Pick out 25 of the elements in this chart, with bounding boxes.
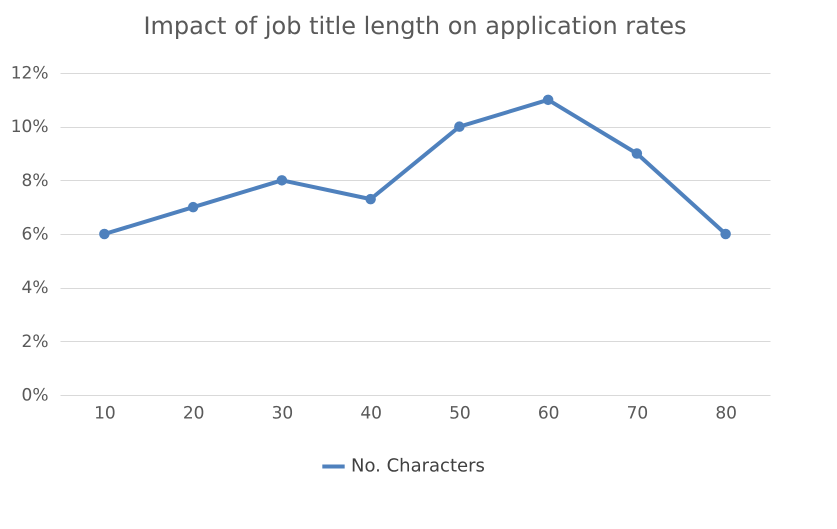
y-tick-label: 0% [22,386,48,406]
y-tick-label: 6% [22,224,48,244]
point [454,121,465,132]
point [188,202,198,212]
y-tick-label: 4% [22,278,48,298]
legend-label: No. Characters [351,456,485,476]
x-tick-label: 30 [272,404,294,424]
x-tick-label: 80 [715,404,737,424]
x-tick-label: 10 [94,404,116,424]
point [632,148,642,159]
point [542,94,554,106]
point [276,175,288,186]
y-tick-label: 8% [22,170,48,191]
point [720,228,731,240]
x-tick-label: 40 [360,404,382,424]
x-tick-label: 20 [182,404,204,424]
x-tick-label: 70 [626,404,648,424]
x-tick-label: 50 [449,404,471,424]
x-tick-label: 60 [538,404,560,424]
chart-title: Impact of job title length on application rates [143,12,687,40]
y-tick-label: 2% [22,332,48,352]
y-tick-label: 10% [10,117,48,138]
y-tick-label: 12% [10,64,48,84]
point [99,228,110,240]
point [365,194,376,204]
